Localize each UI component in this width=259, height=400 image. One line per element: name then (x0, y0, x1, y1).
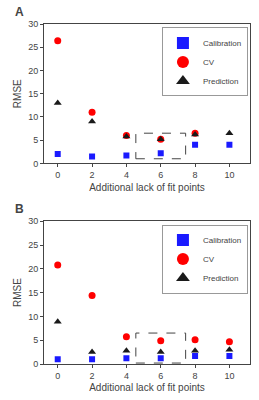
svg-text:Prediction: Prediction (203, 274, 239, 283)
svg-text:Additional lack of fit points: Additional lack of fit points (89, 382, 205, 393)
svg-text:2: 2 (90, 371, 95, 381)
svg-text:10: 10 (28, 312, 38, 322)
svg-text:B: B (15, 202, 24, 216)
svg-text:25: 25 (28, 240, 38, 250)
svg-text:20: 20 (28, 66, 38, 76)
svg-text:15: 15 (28, 288, 38, 298)
svg-text:20: 20 (28, 264, 38, 274)
svg-text:8: 8 (193, 371, 198, 381)
svg-text:30: 30 (28, 216, 38, 226)
svg-text:2: 2 (90, 170, 95, 180)
svg-text:Prediction: Prediction (203, 77, 239, 86)
svg-text:A: A (15, 5, 24, 19)
svg-text:0: 0 (33, 159, 38, 169)
svg-text:4: 4 (124, 371, 129, 381)
svg-text:10: 10 (224, 170, 234, 180)
svg-text:10: 10 (224, 371, 234, 381)
svg-text:Calibration: Calibration (203, 236, 241, 245)
svg-text:25: 25 (28, 42, 38, 52)
svg-text:8: 8 (193, 170, 198, 180)
svg-text:CV: CV (203, 255, 215, 264)
svg-text:0: 0 (55, 170, 60, 180)
svg-text:15: 15 (28, 89, 38, 99)
svg-text:6: 6 (158, 371, 163, 381)
svg-text:5: 5 (33, 335, 38, 345)
svg-text:Additional lack of fit points: Additional lack of fit points (89, 182, 205, 193)
svg-text:10: 10 (28, 112, 38, 122)
svg-text:RMSE: RMSE (12, 79, 23, 108)
svg-text:0: 0 (55, 371, 60, 381)
svg-text:0: 0 (33, 359, 38, 369)
svg-text:6: 6 (158, 170, 163, 180)
svg-text:Calibration: Calibration (203, 39, 241, 48)
svg-text:RMSE: RMSE (12, 278, 23, 307)
svg-text:5: 5 (33, 135, 38, 145)
svg-text:30: 30 (28, 19, 38, 29)
svg-text:4: 4 (124, 170, 129, 180)
svg-text:CV: CV (203, 58, 215, 67)
